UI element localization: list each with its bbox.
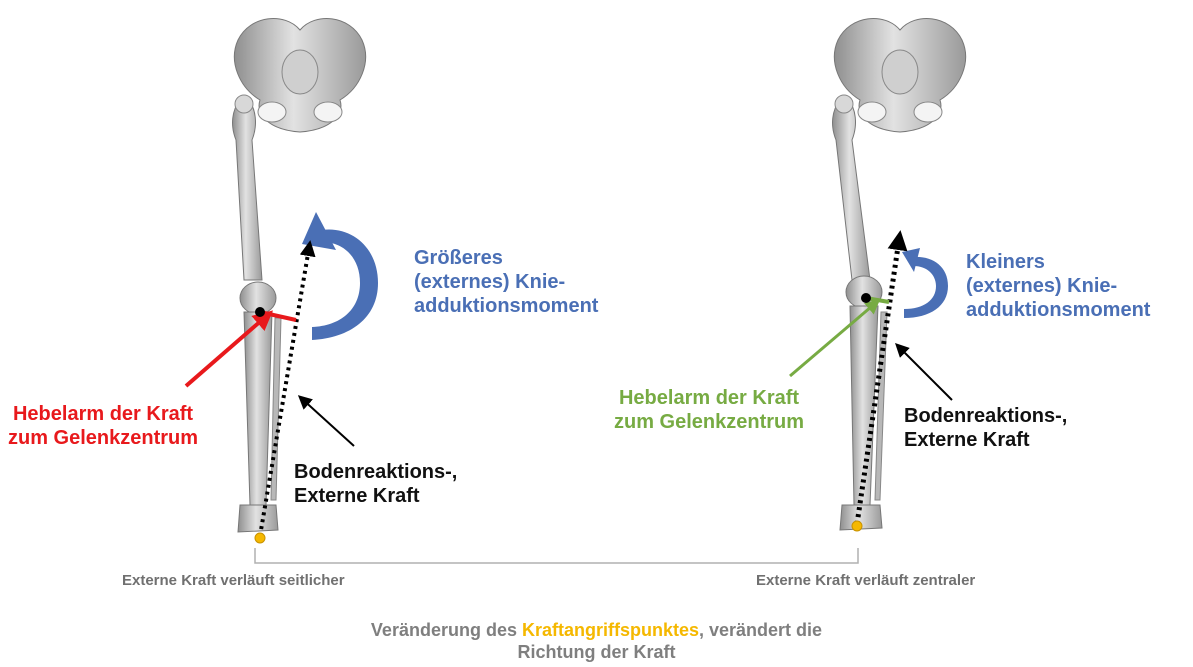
right-lever-pointer (789, 299, 881, 378)
right-femur (832, 94, 871, 281)
caption-line-2: Richtung der Kraft (517, 641, 676, 662)
left-force-pointer (297, 395, 355, 447)
right-lever-label-line-1: Hebelarm der Kraft (618, 387, 800, 409)
right-force-application-point (851, 520, 863, 532)
caption: Veränderung des Kraftangriffspunktes, ve… (0, 620, 1193, 663)
right-pelvis (833, 18, 967, 133)
left-moment-label-line-2: (externes) Knie- (414, 271, 566, 293)
left-tibia (243, 311, 282, 506)
right-tibia (849, 305, 888, 506)
left-force-label-line-2: Externe Kraft (294, 485, 420, 507)
left-moment-label: Größeres (externes) Knie- adduktionsmome… (414, 246, 598, 318)
right-foot (839, 504, 883, 531)
right-lever-label: Hebelarm der Kraft zum Gelenkzentrum (614, 386, 804, 434)
left-lever-pointer (184, 310, 274, 388)
right-moment-label: Kleiners (externes) Knie- adduktionsmome… (966, 250, 1150, 322)
right-lever-label-line-2: zum Gelenkzentrum (614, 411, 805, 433)
left-force-label: Bodenreaktions-, Externe Kraft (294, 460, 457, 508)
left-lever-label-line-2: zum Gelenkzentrum (8, 427, 199, 449)
right-force-label-line-2: Externe Kraft (904, 429, 1030, 451)
right-force-line (854, 230, 908, 525)
left-moment-label-line-3: adduktionsmoment (414, 295, 599, 317)
left-foot (237, 504, 279, 533)
caption-line-1: Veränderung des Kraftangriffspunktes, ve… (0, 620, 1193, 642)
left-moment-label-line-1: Größeres (414, 247, 503, 269)
left-leg-skeleton (232, 18, 367, 533)
left-femur (232, 94, 263, 281)
right-force-label: Bodenreaktions-, Externe Kraft (904, 404, 1067, 452)
right-force-label-line-1: Bodenreaktions-, (904, 405, 1068, 427)
left-moment-arrow (302, 212, 378, 340)
right-bottom-note: Externe Kraft verläuft zentraler (756, 572, 976, 589)
left-pelvis (233, 18, 367, 133)
caption-highlight: Kraftangriffspunktes (521, 620, 700, 640)
left-force-application-point (254, 532, 266, 544)
left-bottom-note: Externe Kraft verläuft seitlicher (122, 572, 345, 589)
caption-text-after: , verändert die (699, 620, 823, 640)
caption-text-before: Veränderung des (370, 620, 522, 640)
left-force-label-line-1: Bodenreaktions-, (294, 461, 458, 483)
left-knee-center (255, 307, 265, 317)
right-moment-arrow (902, 248, 948, 318)
comparison-bracket (254, 548, 859, 564)
right-moment-label-line-3: adduktionsmoment (966, 299, 1151, 321)
right-leg-skeleton (832, 18, 967, 531)
left-lever-label: Hebelarm der Kraft zum Gelenkzentrum (8, 402, 198, 450)
left-lever-label-line-1: Hebelarm der Kraft (12, 403, 194, 425)
right-knee-center (861, 293, 871, 303)
right-force-pointer (895, 343, 953, 401)
right-moment-label-line-2: (externes) Knie- (966, 275, 1118, 297)
right-moment-label-line-1: Kleiners (966, 251, 1045, 273)
